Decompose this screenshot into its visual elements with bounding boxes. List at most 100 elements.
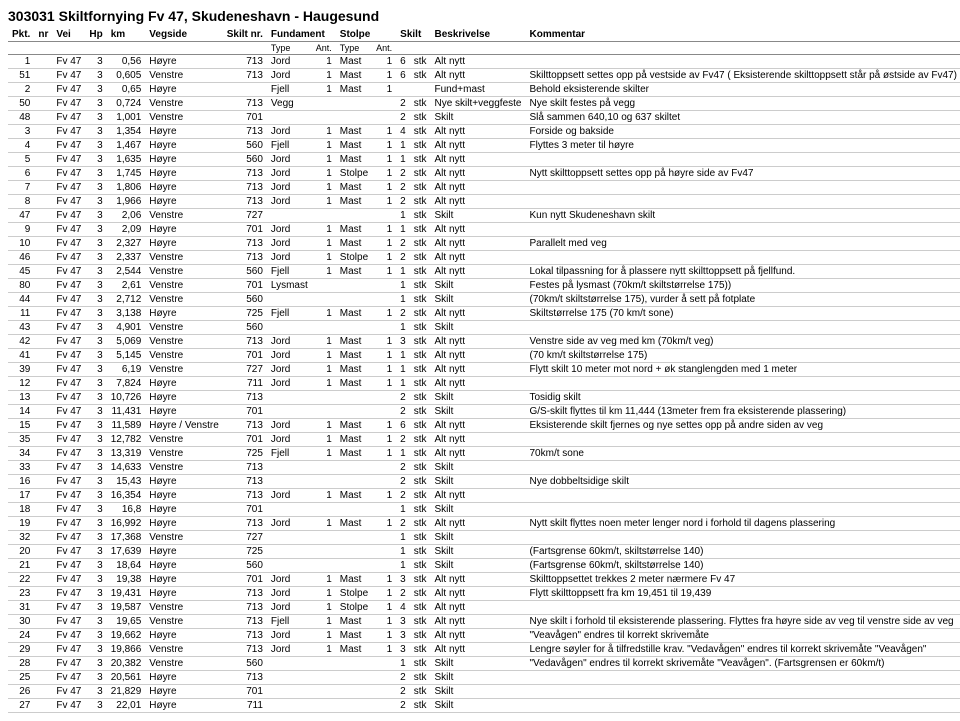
cell-besk: Alt nytt	[431, 237, 526, 251]
cell-hp: 3	[85, 293, 106, 307]
cell-hp: 3	[85, 321, 106, 335]
cell-pkt: 10	[8, 237, 34, 251]
cell-ftype: Jord	[267, 195, 312, 209]
cell-hp: 3	[85, 55, 106, 69]
cell-stype: Mast	[336, 139, 372, 153]
cell-skiltnr	[223, 83, 267, 97]
cell-skiltnr: 560	[223, 559, 267, 573]
cell-vegside: Høyre	[145, 517, 222, 531]
cell-hp: 3	[85, 167, 106, 181]
cell-hp: 3	[85, 251, 106, 265]
cell-komm	[526, 223, 960, 237]
cell-sk: 2	[396, 517, 410, 531]
cell-sk: 2	[396, 307, 410, 321]
cell-km: 17,639	[107, 545, 146, 559]
cell-blank	[34, 321, 52, 335]
cell-pkt: 9	[8, 223, 34, 237]
cell-sant	[372, 503, 396, 517]
cell-km: 2,06	[107, 209, 146, 223]
table-row: 4Fv 4731,467Høyre560Fjell1Mast11stkAlt n…	[8, 139, 960, 153]
cell-hp: 3	[85, 447, 106, 461]
cell-besk: Skilt	[431, 293, 526, 307]
cell-hp: 3	[85, 97, 106, 111]
table-row: 42Fv 4735,069Venstre713Jord1Mast13stkAlt…	[8, 335, 960, 349]
cell-vegside: Høyre	[145, 167, 222, 181]
cell-ftype: Jord	[267, 643, 312, 657]
cell-pkt: 20	[8, 545, 34, 559]
cell-km: 2,337	[107, 251, 146, 265]
cell-pkt: 31	[8, 601, 34, 615]
cell-unit: stk	[410, 657, 431, 671]
cell-sant: 1	[372, 69, 396, 83]
table-row: 35Fv 47312,782Venstre701Jord1Mast12stkAl…	[8, 433, 960, 447]
cell-fant	[312, 293, 336, 307]
cell-vegside: Høyre	[145, 489, 222, 503]
cell-unit: stk	[410, 447, 431, 461]
cell-ftype: Jord	[267, 125, 312, 139]
cell-unit: stk	[410, 125, 431, 139]
table-row: 26Fv 47321,829Høyre7012stkSkilt	[8, 685, 960, 699]
cell-sant: 1	[372, 629, 396, 643]
cell-sk: 1	[396, 559, 410, 573]
cell-sant: 1	[372, 447, 396, 461]
cell-km: 19,65	[107, 615, 146, 629]
col-skilt: Skilt	[396, 28, 430, 42]
col-hp: Hp	[85, 28, 106, 42]
col-km: km	[107, 28, 146, 42]
cell-komm: Tosidig skilt	[526, 391, 960, 405]
table-row: 51Fv 4730,605Venstre713Jord1Mast16stkAlt…	[8, 69, 960, 83]
cell-blank	[34, 419, 52, 433]
cell-sant: 1	[372, 83, 396, 97]
cell-ftype	[267, 531, 312, 545]
cell-vegside: Høyre	[145, 153, 222, 167]
cell-fant: 1	[312, 69, 336, 83]
cell-ftype	[267, 657, 312, 671]
cell-stype: Mast	[336, 83, 372, 97]
cell-fant	[312, 321, 336, 335]
cell-vei: Fv 47	[52, 517, 85, 531]
table-row: 47Fv 4732,06Venstre7271stkSkiltKun nytt …	[8, 209, 960, 223]
cell-hp: 3	[85, 111, 106, 125]
cell-sk: 2	[396, 167, 410, 181]
cell-unit: stk	[410, 377, 431, 391]
cell-stype	[336, 461, 372, 475]
cell-km: 1,354	[107, 125, 146, 139]
cell-skiltnr: 701	[223, 223, 267, 237]
cell-pkt: 6	[8, 167, 34, 181]
cell-skiltnr: 713	[223, 195, 267, 209]
cell-stype: Mast	[336, 237, 372, 251]
cell-vegside: Høyre	[145, 405, 222, 419]
table-row: 22Fv 47319,38Høyre701Jord1Mast13stkAlt n…	[8, 573, 960, 587]
cell-ftype: Jord	[267, 601, 312, 615]
cell-km: 16,992	[107, 517, 146, 531]
cell-vegside: Venstre	[145, 293, 222, 307]
cell-sant	[372, 293, 396, 307]
cell-pkt: 45	[8, 265, 34, 279]
cell-unit: stk	[410, 391, 431, 405]
cell-komm: Festes på lysmast (70km/t skiltstørrelse…	[526, 279, 960, 293]
cell-sant: 1	[372, 489, 396, 503]
cell-stype	[336, 209, 372, 223]
cell-ftype: Lysmast	[267, 279, 312, 293]
cell-stype: Mast	[336, 265, 372, 279]
cell-vei: Fv 47	[52, 55, 85, 69]
cell-stype	[336, 559, 372, 573]
cell-blank	[34, 461, 52, 475]
cell-blank	[34, 293, 52, 307]
cell-stype: Mast	[336, 433, 372, 447]
cell-sk: 3	[396, 335, 410, 349]
cell-vegside: Venstre	[145, 615, 222, 629]
cell-ftype: Jord	[267, 237, 312, 251]
cell-skiltnr: 713	[223, 251, 267, 265]
cell-vei: Fv 47	[52, 391, 85, 405]
table-row: 9Fv 4732,09Høyre701Jord1Mast11stkAlt nyt…	[8, 223, 960, 237]
cell-vegside: Høyre	[145, 475, 222, 489]
cell-fant: 1	[312, 167, 336, 181]
cell-besk: Skilt	[431, 475, 526, 489]
cell-besk: Alt nytt	[431, 643, 526, 657]
cell-unit: stk	[410, 615, 431, 629]
cell-vegside: Venstre	[145, 279, 222, 293]
cell-komm: Skilttoppsettet trekkes 2 meter nærmere …	[526, 573, 960, 587]
cell-komm: Venstre side av veg med km (70km/t veg)	[526, 335, 960, 349]
cell-vegside: Venstre	[145, 363, 222, 377]
